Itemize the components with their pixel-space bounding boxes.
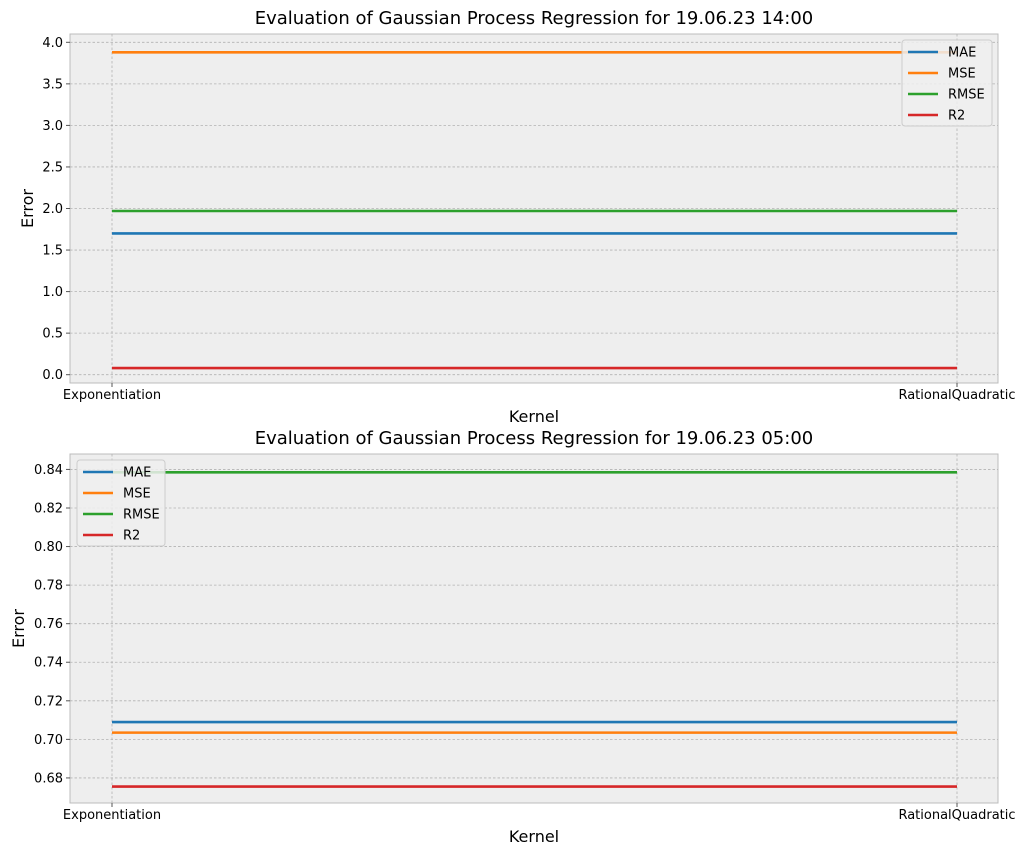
y-tick-label: 0.84: [34, 463, 63, 478]
legend-label-mse: MSE: [948, 67, 976, 82]
legend-box: [901, 39, 993, 127]
legend-label-r2: R2: [948, 109, 965, 124]
legend-box: [76, 459, 166, 547]
y-tick-label: 0.68: [34, 771, 63, 786]
x-axis-label: Kernel: [509, 827, 559, 846]
y-tick-label: 0.80: [34, 540, 63, 555]
chart-title: Evaluation of Gaussian Process Regressio…: [255, 8, 813, 29]
y-tick-label: 3.0: [42, 119, 63, 134]
y-tick-label: 1.0: [42, 285, 63, 300]
y-tick-label: 2.5: [42, 160, 63, 175]
y-tick-label: 2.0: [42, 202, 63, 217]
chart-2: 0.68 0.70 0.72 0.74 0.76 0.78 0.80 0.82 0.84 Expo…: [9, 428, 1016, 846]
y-tick-label: 1.5: [42, 244, 63, 259]
legend-label-mae: MAE: [948, 46, 976, 61]
x-axis-label: Kernel: [509, 407, 559, 426]
legend-label-mae: MAE: [123, 466, 151, 481]
chart-title: Evaluation of Gaussian Process Regressio…: [255, 428, 813, 449]
legend: MAE MSE RMSE R2: [76, 459, 166, 547]
x-tick-label: RationalQuadratic: [898, 808, 1015, 823]
chart-1: 0.0 0.5 1.0 1.5 2.0 2.5 3.0 3.5 4.0 Exponentiatio…: [18, 8, 1016, 426]
x-tick-label: Exponentiation: [63, 808, 161, 823]
y-tick-label: 0.0: [42, 368, 63, 383]
legend: MAE MSE RMSE R2: [901, 39, 993, 127]
y-tick-label: 4.0: [42, 36, 63, 51]
y-tick-label: 0.76: [34, 617, 63, 632]
y-tick-label: 0.78: [34, 579, 63, 594]
y-tick-label: 0.70: [34, 733, 63, 748]
y-tick-label: 0.82: [34, 501, 63, 516]
legend-label-mse: MSE: [123, 487, 151, 502]
plot-area: [69, 453, 999, 804]
legend-label-r2: R2: [123, 529, 140, 544]
x-tick-label: Exponentiation: [63, 388, 161, 403]
y-tick-label: 0.74: [34, 656, 63, 671]
legend-label-rmse: RMSE: [123, 508, 160, 523]
legend-label-rmse: RMSE: [948, 88, 985, 103]
y-axis-label: Error: [9, 609, 28, 648]
x-tick-label: RationalQuadratic: [898, 388, 1015, 403]
y-tick-label: 0.72: [34, 694, 63, 709]
y-tick-label: 0.5: [42, 327, 63, 342]
y-axis-label: Error: [18, 189, 37, 228]
y-tick-label: 3.5: [42, 77, 63, 92]
